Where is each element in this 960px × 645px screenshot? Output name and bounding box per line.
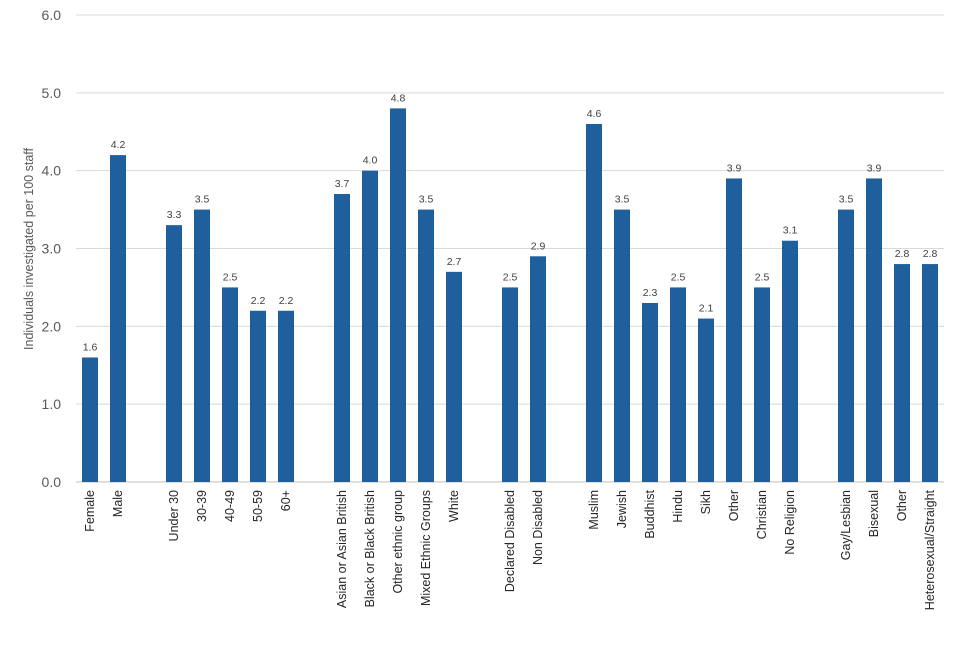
y-tick-label: 1.0 [42, 396, 62, 412]
y-tick-label: 0.0 [42, 474, 62, 490]
category-label: Black or Black British [363, 490, 377, 607]
category-label: 50-59 [251, 490, 265, 522]
data-label: 2.5 [671, 271, 686, 283]
category-label: Bisexual [867, 490, 881, 537]
category-label: Hindu [671, 490, 685, 523]
data-label: 3.5 [195, 194, 210, 206]
bar [166, 225, 182, 482]
data-label: 3.5 [419, 194, 434, 206]
data-labels: 1.6 4.2 3.3 3.5 2.5 2.2 2.2 3.7 4.0 4.8 3.5 2.7 2.5 2… [83, 92, 938, 353]
category-label: Muslim [587, 490, 601, 530]
y-tick-label: 4.0 [42, 163, 62, 179]
data-label: 2.8 [895, 248, 910, 260]
bar [698, 318, 714, 482]
category-label: Jewish [615, 490, 629, 528]
bar [82, 357, 98, 482]
bar [362, 170, 378, 482]
bar [586, 123, 602, 482]
category-label: No Religion [783, 490, 797, 555]
bar [726, 178, 742, 482]
data-label: 3.9 [867, 162, 882, 174]
bar [418, 209, 434, 483]
category-label: Male [111, 490, 125, 517]
category-label: Sikh [699, 490, 713, 514]
bar [614, 209, 630, 483]
data-label: 3.7 [335, 178, 350, 190]
data-label: 2.5 [755, 271, 770, 283]
bar [110, 155, 126, 482]
bar [782, 240, 798, 482]
category-label: Asian or Asian British [335, 490, 349, 608]
category-label: Other [895, 490, 909, 521]
category-label: Under 30 [167, 490, 181, 541]
data-label: 3.3 [167, 209, 182, 221]
bar [446, 271, 462, 482]
data-label: 2.3 [643, 287, 658, 299]
category-label: 40-49 [223, 490, 237, 522]
data-label: 2.2 [279, 295, 294, 307]
bar [278, 310, 294, 482]
bar [502, 287, 518, 482]
category-labels: Female Male Under 30 30-39 40-49 50-59 60+ Asia… [83, 489, 937, 610]
category-label: Heterosexual/Straight [923, 489, 937, 610]
bar [894, 264, 910, 482]
data-label: 2.1 [699, 303, 714, 315]
category-label: Mixed Ethnic Groups [419, 490, 433, 606]
data-label: 2.7 [447, 256, 462, 268]
data-label: 2.2 [251, 295, 266, 307]
bar [754, 287, 770, 482]
bar [922, 264, 938, 482]
data-label: 1.6 [83, 341, 98, 353]
bar [334, 194, 350, 482]
category-label: White [447, 490, 461, 522]
data-label: 3.5 [615, 194, 630, 206]
bar [250, 310, 266, 482]
data-label: 4.6 [587, 108, 602, 120]
bar [390, 108, 406, 483]
bar [530, 256, 546, 482]
category-label: Declared Disabled [503, 490, 517, 592]
category-label: Other ethnic group [391, 490, 405, 594]
category-label: 30-39 [195, 490, 209, 522]
category-label: Female [83, 490, 97, 532]
bar [222, 287, 238, 482]
bar [866, 178, 882, 482]
bar [838, 209, 854, 483]
bar [670, 287, 686, 482]
bar [642, 302, 658, 482]
category-label: Gay/Lesbian [839, 490, 853, 560]
category-label: Buddhist [643, 489, 657, 538]
bars [82, 108, 938, 483]
data-label: 3.1 [783, 225, 798, 237]
y-tick-label: 2.0 [42, 318, 62, 334]
data-label: 2.9 [531, 240, 546, 252]
y-tick-label: 3.0 [42, 241, 62, 257]
y-tick-label: 6.0 [42, 7, 62, 23]
data-label: 3.5 [839, 194, 854, 206]
data-label: 2.5 [223, 271, 238, 283]
category-label: Christian [755, 490, 769, 539]
y-axis-ticks: 0.0 1.0 2.0 3.0 4.0 5.0 6.0 [42, 7, 62, 490]
data-label: 2.5 [503, 271, 518, 283]
data-label: 4.2 [111, 139, 126, 151]
data-label: 4.0 [363, 155, 378, 167]
data-label: 4.8 [391, 92, 406, 104]
y-axis-label: Individuals investigated per 100 staff [22, 147, 36, 350]
y-tick-label: 5.0 [42, 85, 62, 101]
category-label: 60+ [279, 490, 293, 511]
category-label: Non Disabled [531, 490, 545, 565]
bar [194, 209, 210, 483]
category-label: Other [727, 490, 741, 521]
data-label: 2.8 [923, 248, 938, 260]
data-label: 3.9 [727, 162, 742, 174]
